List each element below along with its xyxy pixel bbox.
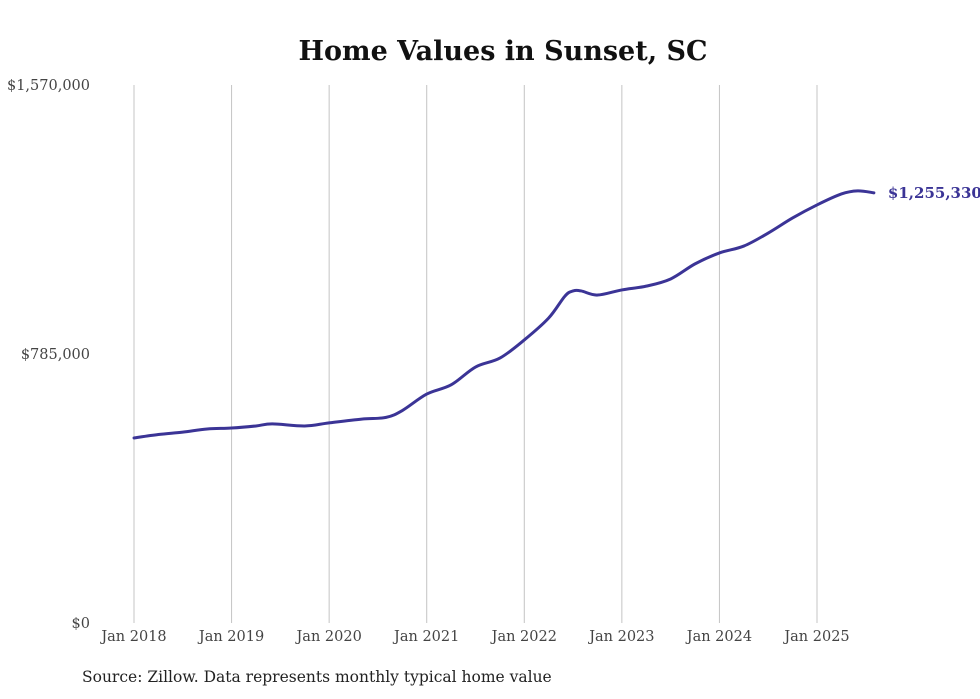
x-tick-label: Jan 2022 [490,629,557,645]
x-tick-label: Jan 2021 [392,629,459,645]
y-tick-label: $1,570,000 [7,78,90,94]
source-note: Source: Zillow. Data represents monthly … [82,668,552,686]
y-tick-label: $785,000 [21,347,90,363]
x-tick-label: Jan 2025 [782,629,849,645]
end-value-label: $1,255,330 [888,184,980,202]
y-tick-label: $0 [72,616,90,632]
x-tick-label: Jan 2019 [197,629,264,645]
x-tick-label: Jan 2023 [587,629,654,645]
x-tick-label: Jan 2020 [294,629,361,645]
x-tick-label: Jan 2024 [685,629,752,645]
x-tick-label: Jan 2018 [99,629,166,645]
series-line [132,189,876,440]
chart-title: Home Values in Sunset, SC [299,36,708,67]
